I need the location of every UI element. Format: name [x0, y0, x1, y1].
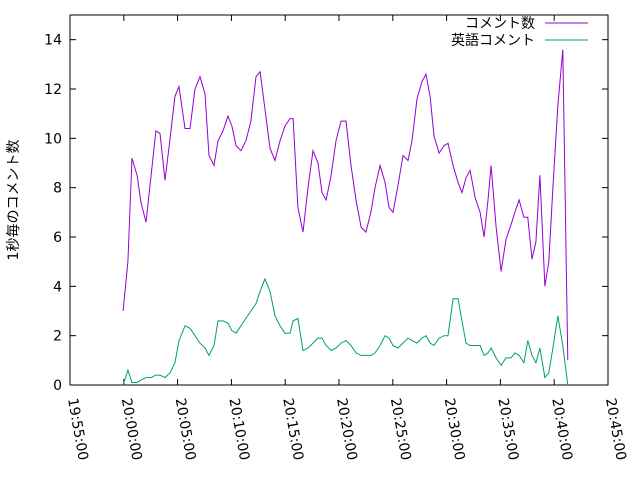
- x-tick-label: 20:00:00: [118, 397, 145, 462]
- y-tick-label: 0: [53, 378, 62, 394]
- y-tick-label: 12: [44, 82, 62, 98]
- x-tick-label: 20:45:00: [602, 397, 629, 462]
- y-tick-label: 8: [53, 181, 62, 197]
- legend-label: 英語コメント: [451, 32, 535, 49]
- x-tick-label: 20:30:00: [441, 397, 468, 462]
- x-tick-label: 20:05:00: [172, 397, 199, 462]
- y-tick-label: 14: [44, 33, 62, 49]
- x-tick-label: 20:20:00: [333, 397, 360, 462]
- x-tick-label: 19:55:00: [64, 397, 91, 462]
- y-tick-label: 2: [53, 329, 62, 345]
- x-tick-label: 20:10:00: [225, 397, 252, 462]
- series-line: [122, 277, 569, 386]
- x-tick-label: 20:40:00: [548, 397, 575, 462]
- y-tick-label: 4: [53, 279, 62, 295]
- x-tick-label: 20:15:00: [279, 397, 306, 462]
- series-line: [122, 49, 569, 361]
- y-tick-label: 6: [53, 230, 62, 246]
- x-tick-label: 20:35:00: [494, 397, 521, 462]
- legend-label: コメント数: [465, 16, 535, 32]
- y-axis-label: 1秒毎のコメント数: [6, 140, 22, 261]
- y-tick-label: 10: [44, 131, 62, 147]
- plot-frame: [69, 14, 609, 386]
- x-tick-label: 20:25:00: [387, 397, 414, 462]
